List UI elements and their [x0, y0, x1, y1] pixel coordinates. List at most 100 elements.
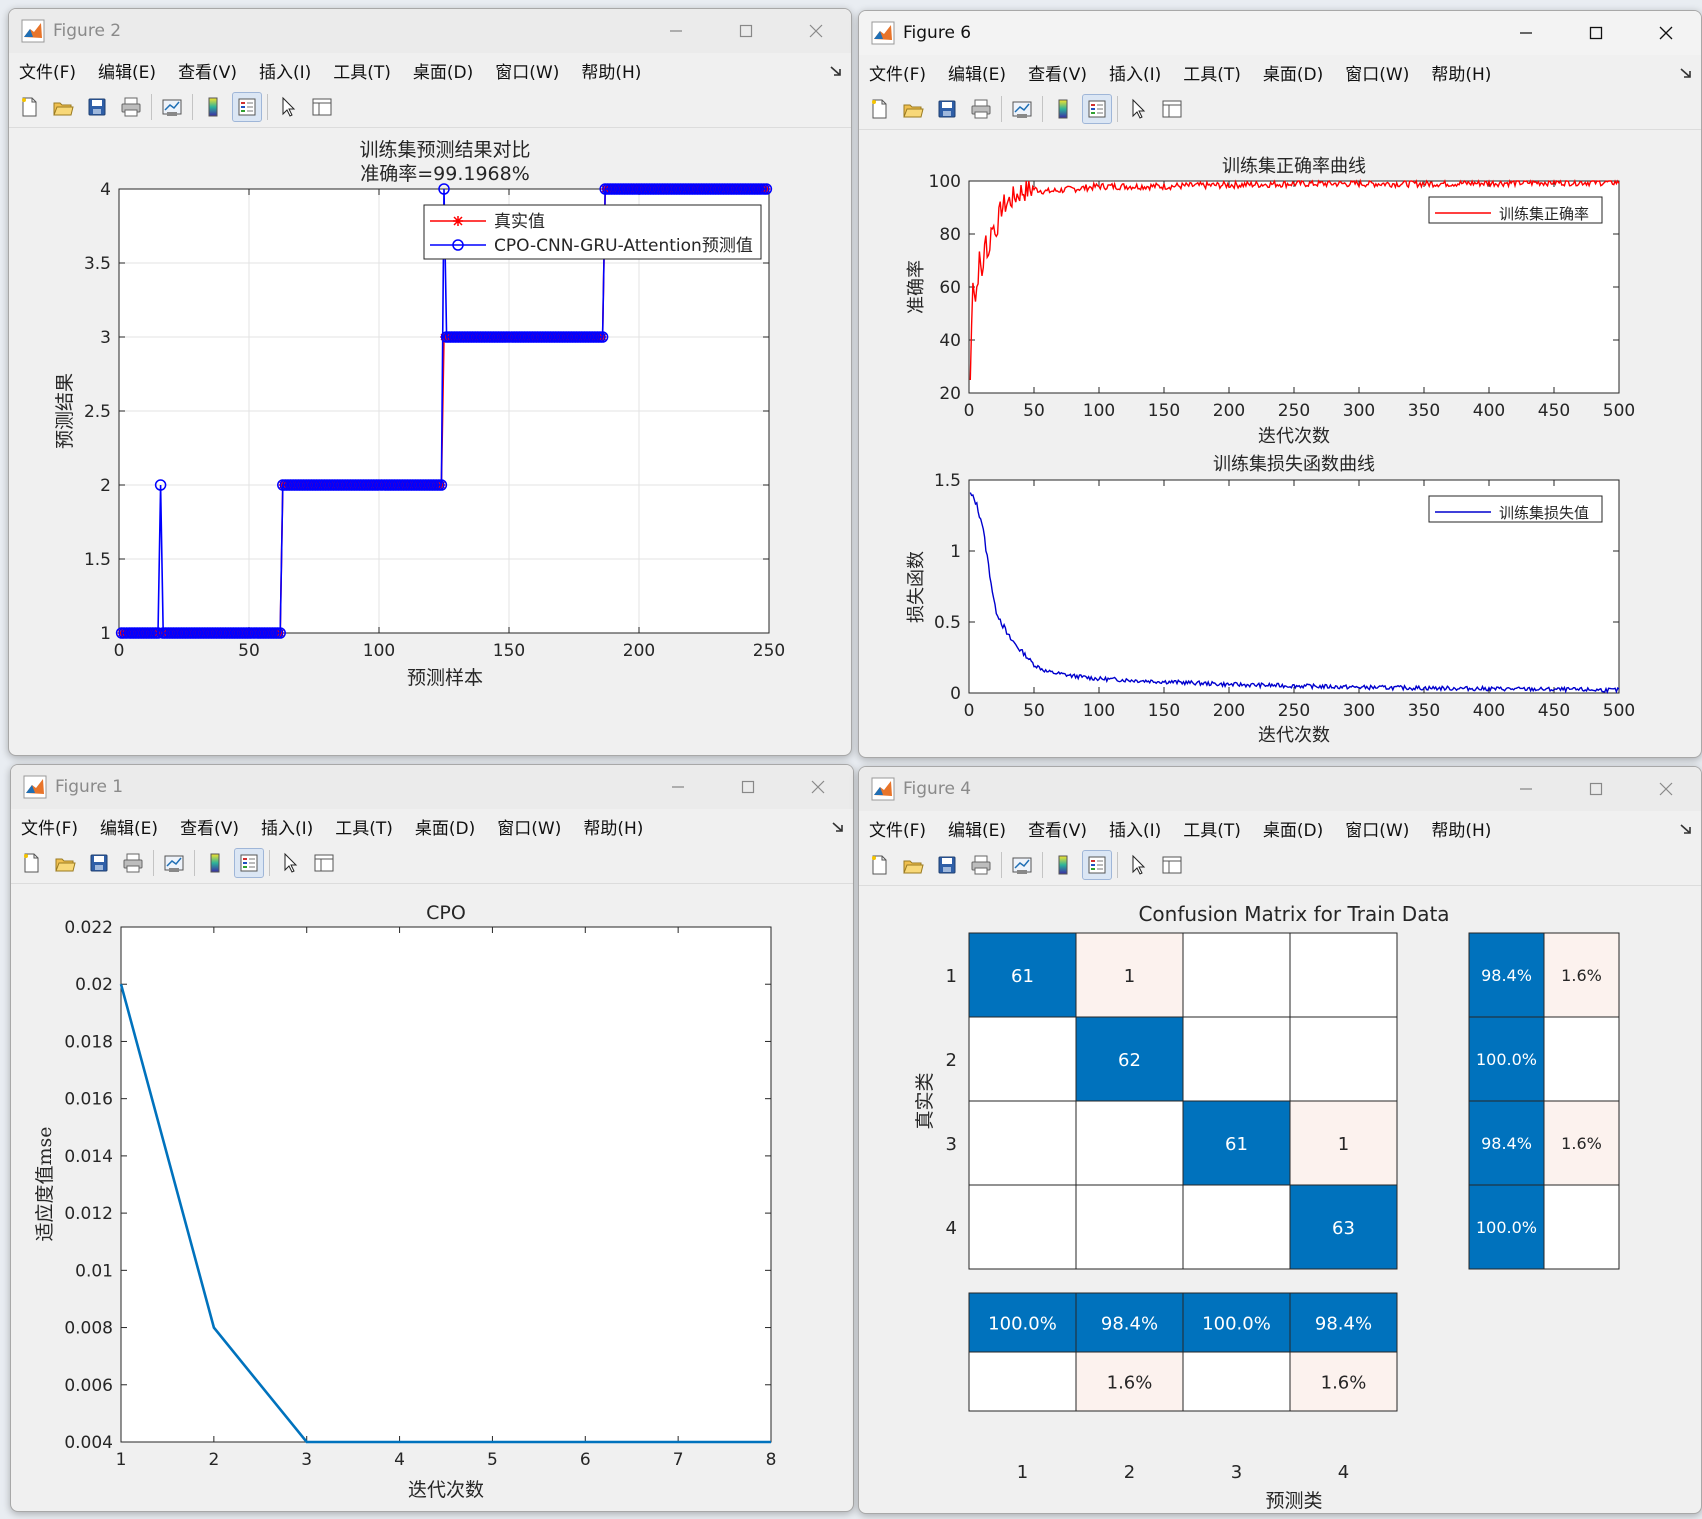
insert-legend-button[interactable] — [1082, 94, 1112, 124]
figure-2-window[interactable]: Figure 2 文件(F) 编辑(E) 查看(V) 插入(I) 工具(T) 桌面(D) 窗… — [8, 8, 852, 756]
prediction-comparison-chart: 0 50 100 150 200 250 1 1.5 2 2.5 3 3.5 4 训练集预测结果对比准确率… — [54, 139, 785, 689]
menu-item-5[interactable]: 工具(T) — [1183, 64, 1241, 85]
insert-legend-button[interactable] — [1082, 850, 1112, 880]
property-inspector-button[interactable] — [1158, 95, 1186, 123]
link-plot-button[interactable] — [1008, 851, 1036, 879]
menu-item-8[interactable]: 帮助(H) — [1431, 820, 1492, 841]
menu-item-4[interactable]: 插入(I) — [258, 62, 312, 83]
menu-item-1[interactable]: 文件(F) — [19, 62, 77, 83]
menu-item-8[interactable]: 帮助(H) — [581, 62, 642, 83]
save-button[interactable] — [85, 849, 113, 877]
print-button[interactable] — [967, 95, 995, 123]
menu-item-4[interactable]: 插入(I) — [1108, 820, 1162, 841]
close-button[interactable] — [1631, 767, 1701, 811]
menu-item-2[interactable]: 编辑(E) — [948, 64, 1007, 85]
new-figure-button[interactable] — [865, 851, 893, 879]
col-summary-cell — [1182, 1292, 1291, 1353]
minimize-button[interactable] — [641, 9, 711, 53]
edit-plot-arrow-button[interactable] — [1124, 95, 1152, 123]
minimize-button[interactable] — [1491, 11, 1561, 55]
property-inspector-button[interactable] — [310, 849, 338, 877]
menu-item-6[interactable]: 桌面(D) — [412, 62, 474, 83]
print-button[interactable] — [967, 851, 995, 879]
link-plot-button[interactable] — [160, 849, 188, 877]
maximize-button[interactable] — [711, 9, 781, 53]
menu-item-4[interactable]: 插入(I) — [260, 818, 314, 839]
menu-item-5[interactable]: 工具(T) — [333, 62, 391, 83]
y-tick-label: 0.5 — [934, 613, 961, 633]
menu-item-1[interactable]: 文件(F) — [869, 820, 927, 841]
link-plot-button[interactable] — [1008, 95, 1036, 123]
new-figure-button[interactable] — [17, 849, 45, 877]
title-bar[interactable]: Figure 6 — [859, 11, 1701, 55]
x-tick-label: 200 — [623, 641, 655, 661]
figure-6-window[interactable]: Figure 6 文件(F) 编辑(E) 查看(V) 插入(I) 工具(T) 桌面(D) 窗… — [858, 10, 1702, 758]
menu-item-1[interactable]: 文件(F) — [869, 64, 927, 85]
x-tick-label: 150 — [493, 641, 525, 661]
figure-4-window[interactable]: Figure 4 文件(F) 编辑(E) 查看(V) 插入(I) 工具(T) 桌面(D) 窗… — [858, 766, 1702, 1514]
menu-item-7[interactable]: 窗口(W) — [495, 62, 560, 83]
window-title: Figure 4 — [903, 779, 972, 799]
edit-plot-arrow-button[interactable] — [276, 849, 304, 877]
open-file-button[interactable] — [51, 849, 79, 877]
dock-arrow-icon[interactable] — [1679, 821, 1693, 835]
title-bar[interactable]: Figure 1 — [11, 765, 853, 809]
close-button[interactable] — [783, 765, 853, 809]
menu-item-2[interactable]: 编辑(E) — [948, 820, 1007, 841]
dock-arrow-icon[interactable] — [1679, 65, 1693, 79]
maximize-button[interactable] — [1561, 767, 1631, 811]
menu-item-5[interactable]: 工具(T) — [335, 818, 393, 839]
menu-item-7[interactable]: 窗口(W) — [1345, 820, 1410, 841]
insert-colorbar-button[interactable] — [1049, 851, 1077, 879]
dock-arrow-icon[interactable] — [829, 63, 843, 77]
edit-plot-arrow-button[interactable] — [1124, 851, 1152, 879]
menu-item-3[interactable]: 查看(V) — [1028, 820, 1087, 841]
menu-item-6[interactable]: 桌面(D) — [1262, 64, 1324, 85]
menu-item-3[interactable]: 查看(V) — [180, 818, 239, 839]
minimize-button[interactable] — [1491, 767, 1561, 811]
save-button[interactable] — [933, 851, 961, 879]
maximize-button[interactable] — [1561, 11, 1631, 55]
dock-arrow-icon[interactable] — [831, 819, 845, 833]
matrix-cell — [968, 1184, 1077, 1270]
print-button[interactable] — [117, 93, 145, 121]
close-button[interactable] — [1631, 11, 1701, 55]
title-bar[interactable]: Figure 4 — [859, 767, 1701, 811]
menu-item-6[interactable]: 桌面(D) — [414, 818, 476, 839]
minimize-button[interactable] — [643, 765, 713, 809]
menu-item-6[interactable]: 桌面(D) — [1262, 820, 1324, 841]
close-button[interactable] — [781, 9, 851, 53]
maximize-button[interactable] — [713, 765, 783, 809]
menu-item-8[interactable]: 帮助(H) — [1431, 64, 1492, 85]
menu-item-8[interactable]: 帮助(H) — [583, 818, 644, 839]
menu-item-7[interactable]: 窗口(W) — [1345, 64, 1410, 85]
title-bar[interactable]: Figure 2 — [9, 9, 851, 53]
edit-plot-arrow-button[interactable] — [274, 93, 302, 121]
open-file-button[interactable] — [899, 851, 927, 879]
menu-item-3[interactable]: 查看(V) — [178, 62, 237, 83]
menu-item-2[interactable]: 编辑(E) — [98, 62, 157, 83]
insert-colorbar-button[interactable] — [201, 849, 229, 877]
insert-legend-button[interactable] — [232, 92, 262, 122]
menu-item-5[interactable]: 工具(T) — [1183, 820, 1241, 841]
menu-item-1[interactable]: 文件(F) — [21, 818, 79, 839]
link-plot-button[interactable] — [158, 93, 186, 121]
insert-legend-button[interactable] — [234, 848, 264, 878]
property-inspector-button[interactable] — [308, 93, 336, 121]
open-file-button[interactable] — [899, 95, 927, 123]
figure-1-window[interactable]: Figure 1 文件(F) 编辑(E) 查看(V) 插入(I) 工具(T) 桌面(D) 窗… — [10, 764, 854, 1512]
save-button[interactable] — [933, 95, 961, 123]
new-figure-button[interactable] — [15, 93, 43, 121]
menu-item-3[interactable]: 查看(V) — [1028, 64, 1087, 85]
open-file-icon — [903, 860, 924, 874]
save-button[interactable] — [83, 93, 111, 121]
property-inspector-button[interactable] — [1158, 851, 1186, 879]
print-button[interactable] — [119, 849, 147, 877]
insert-colorbar-button[interactable] — [1049, 95, 1077, 123]
menu-item-2[interactable]: 编辑(E) — [100, 818, 159, 839]
new-figure-button[interactable] — [865, 95, 893, 123]
menu-item-4[interactable]: 插入(I) — [1108, 64, 1162, 85]
open-file-button[interactable] — [49, 93, 77, 121]
insert-colorbar-button[interactable] — [199, 93, 227, 121]
menu-item-7[interactable]: 窗口(W) — [497, 818, 562, 839]
